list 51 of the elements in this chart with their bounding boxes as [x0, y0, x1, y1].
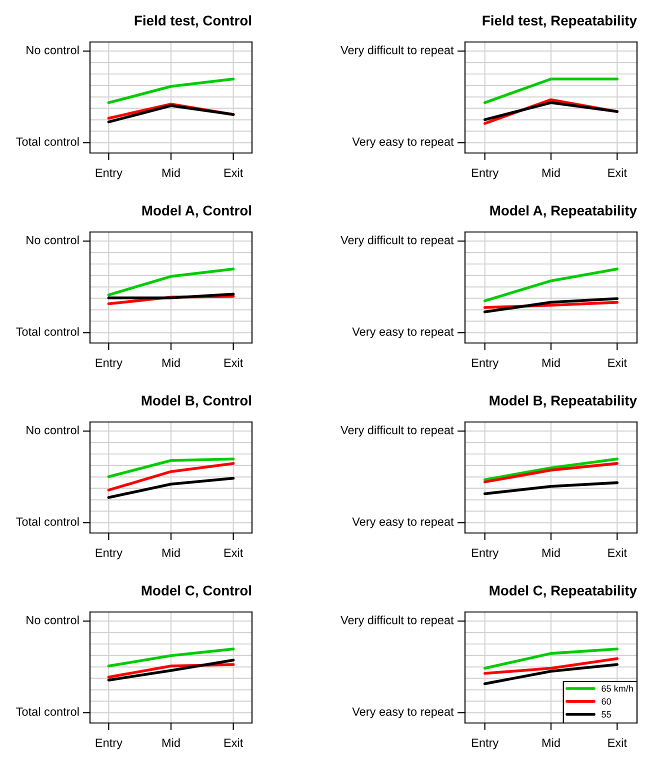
x-tick-label: Exit	[224, 548, 244, 557]
x-tick-label: Entry	[472, 738, 499, 750]
text: Very easy to repeat	[352, 138, 454, 148]
text: Very easy to repeat	[352, 708, 454, 718]
x-tick-label: Entry	[96, 548, 122, 560]
x-tick-label: Mid	[162, 358, 180, 367]
text: No control	[26, 426, 79, 434]
text: Total control	[16, 517, 79, 526]
text: Total control	[16, 137, 79, 146]
x-tick-label: Mid	[162, 548, 180, 557]
chart-title: Model B, Control	[142, 395, 252, 408]
x-tick-label: Entry	[472, 168, 499, 180]
x-tick-label: Entry	[96, 168, 122, 180]
text: Total control	[16, 327, 79, 336]
legend-label: 60	[602, 698, 611, 705]
chart-title: Model A, Control	[142, 205, 252, 218]
x-tick-label: Mid	[542, 358, 560, 367]
x-tick-label: Entry	[472, 548, 499, 560]
x-tick-label: Exit	[608, 168, 627, 177]
text: Very easy to repeat	[352, 518, 454, 528]
x-tick-label: Exit	[224, 358, 244, 367]
x-tick-label: Exit	[608, 738, 627, 747]
chart-title: Model B, Repeatability	[490, 395, 637, 408]
chart-title: Field test, Repeatability	[482, 15, 637, 28]
text: Very difficult to repeat	[340, 236, 454, 247]
chart-title: Field test, Control	[134, 15, 252, 28]
chart-title: Model C, Control	[142, 585, 252, 598]
x-tick-label: Mid	[162, 168, 180, 177]
x-tick-label: Mid	[542, 548, 560, 557]
text: Very difficult to repeat	[340, 616, 454, 627]
chart-title: Model C, Repeatability	[490, 585, 637, 598]
x-tick-label: Entry	[472, 358, 499, 370]
x-tick-label: Exit	[224, 738, 244, 747]
x-tick-label: Mid	[162, 738, 180, 747]
x-tick-label: Exit	[608, 548, 627, 557]
text: Very difficult to repeat	[340, 46, 454, 57]
x-tick-label: Mid	[542, 168, 560, 177]
x-tick-label: Exit	[608, 358, 627, 367]
text: Total control	[16, 707, 79, 716]
chart-title: Model A, Repeatability	[490, 205, 637, 218]
x-tick-label: Entry	[96, 738, 122, 750]
legend-label: 55	[602, 711, 611, 718]
x-tick-label: Exit	[224, 168, 244, 177]
text: Very difficult to repeat	[340, 426, 454, 437]
legend-label: 65 km/h	[602, 685, 633, 692]
x-tick-label: Entry	[96, 358, 122, 370]
text: No control	[26, 236, 79, 244]
text: No control	[26, 616, 79, 624]
text: Very easy to repeat	[352, 328, 454, 338]
x-tick-label: Mid	[542, 738, 560, 747]
text: No control	[26, 46, 79, 54]
